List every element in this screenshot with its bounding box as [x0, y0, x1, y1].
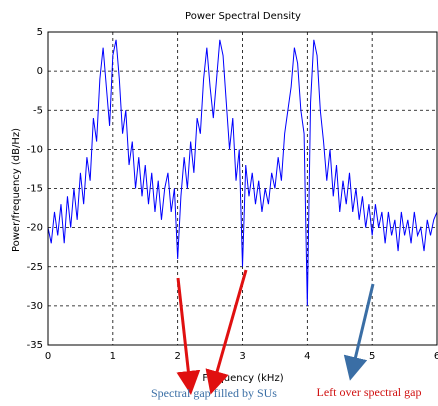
y-axis-label: Power/frequency (dB/Hz): [11, 128, 22, 252]
annotation: Left over spectral gap: [317, 385, 422, 399]
arrow: [205, 269, 248, 395]
y-tick-label: -5: [33, 105, 43, 116]
x-axis-label: Frequency (kHz): [202, 373, 283, 384]
line-series: [47, 39, 438, 306]
y-tick-label: -35: [27, 340, 43, 351]
y-tick-label: 5: [37, 27, 43, 38]
axes-box: [47, 31, 438, 346]
y-tick-label: -10: [27, 144, 43, 155]
x-tick-label: 0: [45, 351, 51, 362]
x-tick-label: 3: [239, 351, 245, 362]
y-tick-label: -30: [27, 301, 43, 312]
x-tick-label: 2: [174, 351, 180, 362]
x-tick-label: 4: [304, 351, 310, 362]
x-tick-label: 5: [369, 351, 375, 362]
y-tick-label: -25: [27, 262, 43, 273]
y-tick-label: -20: [27, 223, 43, 234]
annotation: Spectral gap filled by SUs: [151, 386, 277, 400]
x-tick-label: 6: [434, 351, 438, 362]
y-tick-label: -15: [27, 184, 43, 195]
x-tick-label: 1: [110, 351, 116, 362]
arrow: [176, 277, 201, 395]
chart-title: Power Spectral Density: [185, 11, 301, 22]
arrow: [343, 283, 375, 381]
y-tick-label: 0: [37, 66, 43, 77]
